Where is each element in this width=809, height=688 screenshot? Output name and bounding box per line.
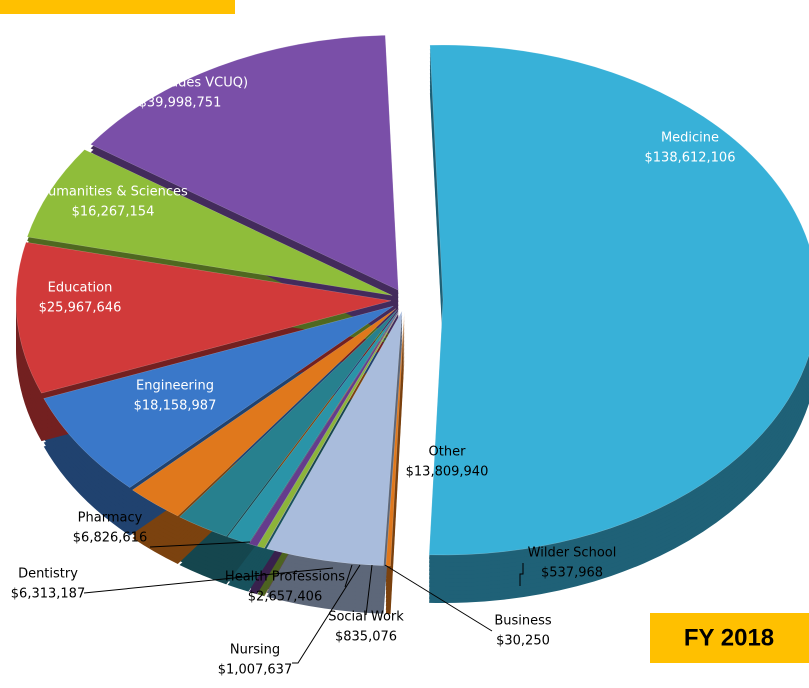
slice <box>248 310 400 547</box>
slice-value: $13,809,940 <box>406 465 489 480</box>
slice <box>179 309 398 537</box>
slice-value: $39,998,751 <box>139 96 222 111</box>
slice-label: Social Work <box>328 610 404 625</box>
slice <box>227 309 400 544</box>
pie <box>15 35 809 615</box>
slice-label: Health Professions <box>225 570 345 585</box>
slice <box>26 149 393 296</box>
slice-value: $2,657,406 <box>248 590 322 605</box>
slice-label: Education <box>48 281 113 296</box>
annotation-box <box>650 613 809 663</box>
slice-label: Dentistry <box>18 567 78 582</box>
slice-value: $6,826,616 <box>73 531 147 546</box>
leader-line <box>519 563 524 586</box>
leader-line <box>384 564 493 632</box>
slice <box>15 242 392 394</box>
slice-value: $138,612,106 <box>645 151 736 166</box>
leader-line <box>292 564 361 664</box>
slice-value: $25,967,646 <box>39 301 122 316</box>
slice-value: $6,313,187 <box>11 587 85 602</box>
slice-label: Business <box>494 614 552 629</box>
slice-label: Humanities & Sciences <box>38 185 188 200</box>
slice-value: $16,267,154 <box>72 205 155 220</box>
slice-value: $835,076 <box>335 630 397 645</box>
slice-label: Arts (includes VCUQ) <box>112 76 248 91</box>
slice <box>256 310 401 549</box>
slice-label: Other <box>429 445 467 460</box>
leader-line <box>83 567 334 594</box>
leader-line <box>344 564 353 588</box>
slice <box>266 310 403 566</box>
slice-value: $18,158,987 <box>134 399 217 414</box>
slice-label: Nursing <box>230 643 280 658</box>
slice-label: Pharmacy <box>78 511 143 526</box>
slice <box>90 35 399 291</box>
slice <box>43 305 394 488</box>
slice-label: Engineering <box>136 379 214 394</box>
slice-value: $1,007,637 <box>218 663 292 678</box>
slice-value: $537,968 <box>541 566 603 581</box>
title-box <box>0 0 235 14</box>
leader-line <box>149 541 251 548</box>
slice <box>132 308 397 517</box>
slice-value: $30,250 <box>496 634 550 649</box>
slice <box>428 44 809 556</box>
slice <box>263 310 401 549</box>
slice-label: Wilder School <box>528 546 617 561</box>
slice-label: Medicine <box>661 131 719 146</box>
leader-line <box>365 564 373 616</box>
annotation: FY 2018 <box>684 624 774 651</box>
